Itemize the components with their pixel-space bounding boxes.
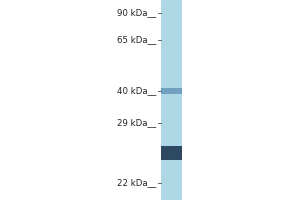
Text: 65 kDa__: 65 kDa__: [117, 36, 156, 45]
Bar: [160, 146, 182, 160]
Bar: [160, 88, 182, 94]
Text: 22 kDa__: 22 kDa__: [117, 178, 156, 188]
Bar: [160, 0, 182, 200]
Text: 29 kDa__: 29 kDa__: [117, 118, 156, 128]
Text: 40 kDa__: 40 kDa__: [117, 86, 156, 95]
Text: 90 kDa__: 90 kDa__: [117, 8, 156, 18]
